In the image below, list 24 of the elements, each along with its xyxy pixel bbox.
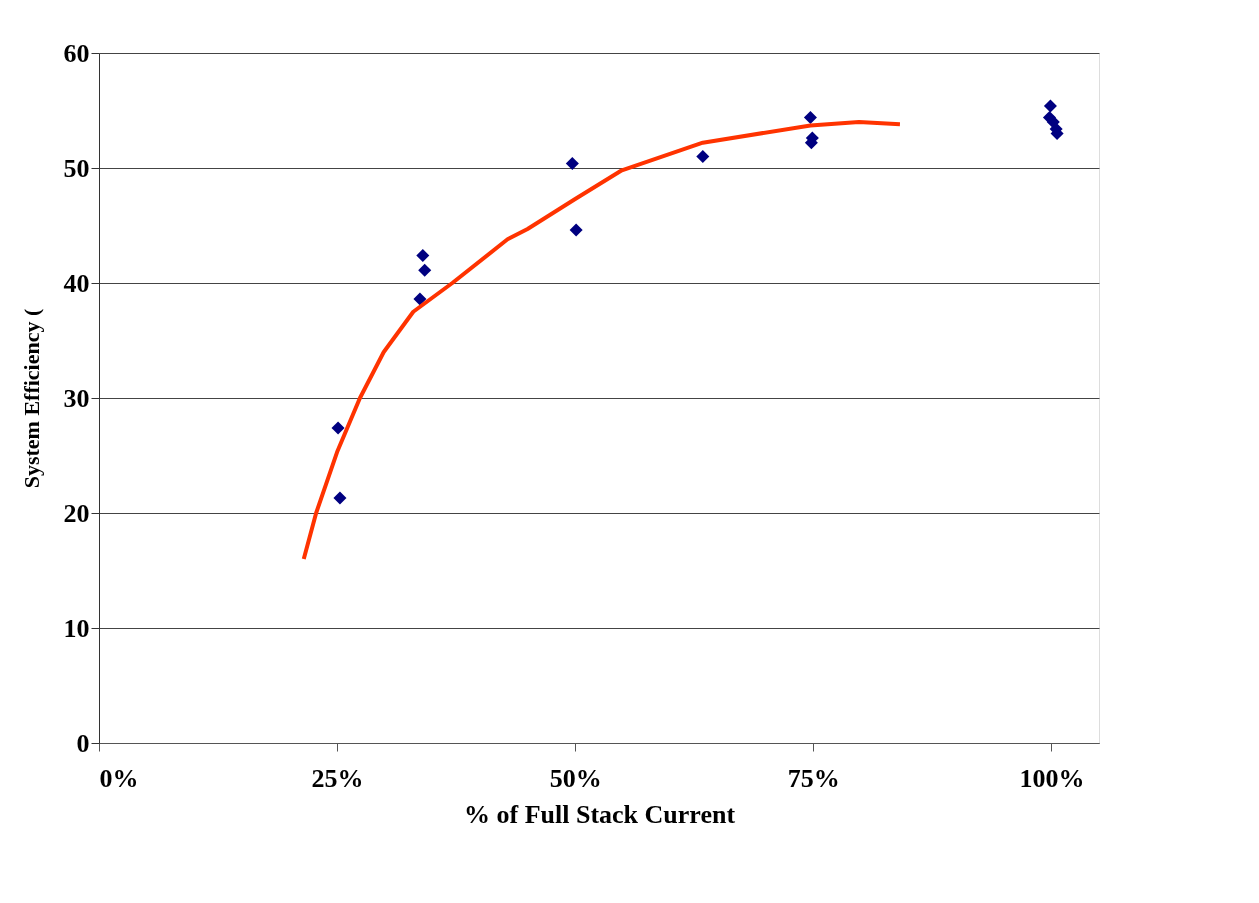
point bbox=[803, 110, 817, 124]
x-tick-label: 25% bbox=[311, 763, 364, 793]
y-tick-label: 30 bbox=[63, 383, 90, 413]
x-tick-label: 50% bbox=[549, 763, 602, 793]
y-tick-label: 40 bbox=[63, 268, 90, 298]
x-axis-title: % of Full Stack Current bbox=[463, 799, 736, 829]
x-tick-label: 0% bbox=[99, 763, 139, 793]
point bbox=[1043, 99, 1057, 113]
point bbox=[331, 421, 345, 435]
point bbox=[565, 156, 579, 170]
point bbox=[416, 248, 430, 262]
point bbox=[569, 223, 583, 237]
y-axis-title: System Efficiency ( bbox=[18, 308, 44, 489]
point bbox=[413, 292, 427, 306]
point bbox=[418, 263, 432, 277]
point bbox=[696, 149, 710, 164]
y-tick-label: 60 bbox=[63, 38, 90, 68]
x-tick-label: 75% bbox=[787, 763, 840, 793]
x-tick-label: 100% bbox=[1019, 763, 1085, 793]
y-tick-label: 10 bbox=[63, 613, 90, 643]
point bbox=[333, 491, 347, 505]
y-tick-label: 20 bbox=[63, 498, 90, 528]
y-tick-label: 50 bbox=[63, 153, 90, 183]
y-tick-label: 0 bbox=[76, 728, 90, 758]
